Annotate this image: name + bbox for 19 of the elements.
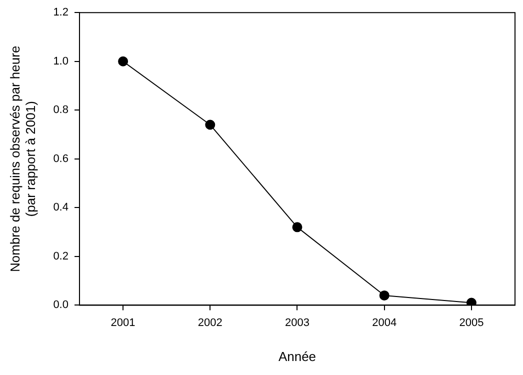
- y-tick-label: 0.4: [53, 202, 68, 214]
- y-tick-label: 0.6: [53, 152, 68, 165]
- point: [292, 222, 302, 232]
- y-tick-label: 1.0: [53, 55, 68, 68]
- point: [379, 290, 390, 300]
- x-tick-label: 2003: [285, 316, 310, 329]
- y-axis-title: Nombre de requins observés par heure (par rapport à 2001): [7, 46, 38, 272]
- x-tick-label: 2001: [110, 316, 136, 329]
- point: [466, 298, 476, 306]
- y-tick-label: 0.0: [53, 299, 68, 312]
- y-tick-label: 0.8: [53, 104, 68, 116]
- point: [205, 120, 216, 130]
- point: [118, 56, 128, 66]
- x-axis-title: Année: [278, 348, 316, 364]
- x-tick-label: 2002: [198, 316, 222, 329]
- y-tick-label: 1.2: [53, 6, 68, 19]
- y-tick-label: 0.2: [53, 250, 68, 262]
- x-tick-label: 2004: [372, 316, 397, 329]
- x-tick-label: 2005: [459, 316, 484, 329]
